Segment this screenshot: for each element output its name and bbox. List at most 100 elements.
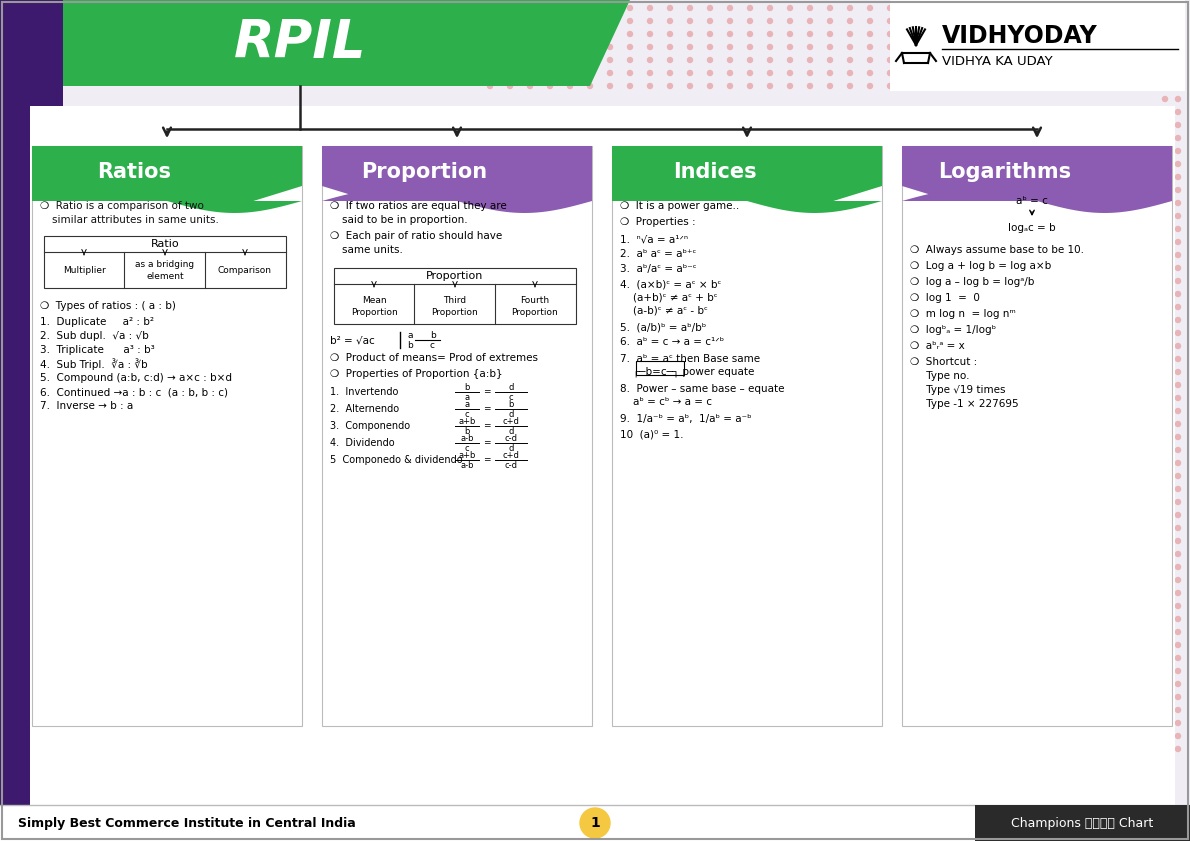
Text: =: = bbox=[483, 438, 490, 447]
Circle shape bbox=[868, 19, 872, 24]
Circle shape bbox=[688, 83, 693, 88]
Circle shape bbox=[1176, 97, 1180, 102]
Circle shape bbox=[1008, 83, 1013, 88]
Text: VIDHYA KA UDAY: VIDHYA KA UDAY bbox=[790, 189, 843, 194]
Text: Fourth: Fourth bbox=[520, 295, 550, 304]
Circle shape bbox=[1176, 578, 1180, 583]
Text: VIDHYODAY: VIDHYODAY bbox=[234, 430, 294, 438]
Text: ❍  Product of means= Prod of extremes: ❍ Product of means= Prod of extremes bbox=[330, 353, 538, 363]
Circle shape bbox=[927, 6, 933, 10]
Text: VIDHYODAY: VIDHYODAY bbox=[50, 579, 109, 588]
Text: VIDHYA KA UDAY: VIDHYA KA UDAY bbox=[50, 156, 102, 161]
Text: c: c bbox=[464, 443, 469, 452]
Text: VIDHYA KA UDAY: VIDHYA KA UDAY bbox=[420, 479, 472, 484]
Text: VIDHYODAY: VIDHYODAY bbox=[420, 467, 480, 475]
Circle shape bbox=[488, 71, 493, 76]
Circle shape bbox=[488, 45, 493, 50]
Text: VIDHYODAY: VIDHYODAY bbox=[234, 579, 294, 588]
Circle shape bbox=[908, 31, 913, 36]
Text: VIDHYA KA UDAY: VIDHYA KA UDAY bbox=[50, 406, 102, 411]
Circle shape bbox=[647, 57, 652, 62]
Text: VIDHYODAY: VIDHYODAY bbox=[605, 282, 664, 290]
Circle shape bbox=[1176, 278, 1180, 283]
Circle shape bbox=[1176, 19, 1180, 24]
Circle shape bbox=[1067, 45, 1072, 50]
Text: VIDHYODAY: VIDHYODAY bbox=[50, 246, 109, 256]
Circle shape bbox=[808, 31, 813, 36]
Circle shape bbox=[768, 6, 772, 10]
Text: b² = √ac: b² = √ac bbox=[330, 335, 375, 345]
Circle shape bbox=[847, 31, 852, 36]
Circle shape bbox=[1047, 83, 1052, 88]
Text: as a bridging: as a bridging bbox=[136, 260, 194, 268]
Text: ❍  Ratio is a comparison of two: ❍ Ratio is a comparison of two bbox=[40, 201, 203, 211]
Text: VIDHYODAY: VIDHYODAY bbox=[605, 357, 664, 366]
Circle shape bbox=[507, 45, 513, 50]
Circle shape bbox=[688, 45, 693, 50]
Text: Proportion: Proportion bbox=[351, 308, 397, 316]
Circle shape bbox=[1088, 6, 1092, 10]
Circle shape bbox=[488, 31, 493, 36]
Circle shape bbox=[1163, 188, 1167, 193]
Text: same units.: same units. bbox=[342, 245, 403, 255]
Text: VIDHYODAY: VIDHYODAY bbox=[605, 319, 664, 327]
Circle shape bbox=[788, 6, 793, 10]
Text: VIDHYODAY: VIDHYODAY bbox=[50, 723, 109, 733]
Text: VIDHYA KA UDAY: VIDHYA KA UDAY bbox=[605, 406, 658, 411]
Text: VIDHYA KA UDAY: VIDHYA KA UDAY bbox=[975, 737, 1027, 742]
Circle shape bbox=[1163, 278, 1167, 283]
Circle shape bbox=[647, 45, 652, 50]
Text: VIDHYA KA UDAY: VIDHYA KA UDAY bbox=[605, 770, 658, 775]
Circle shape bbox=[1176, 564, 1180, 569]
Text: ❍  logᵇₐ = 1/logᵇ: ❍ logᵇₐ = 1/logᵇ bbox=[910, 325, 996, 335]
Text: VIDHYA KA UDAY: VIDHYA KA UDAY bbox=[975, 369, 1027, 374]
Bar bbox=[322, 146, 591, 726]
Circle shape bbox=[527, 57, 532, 62]
Circle shape bbox=[608, 45, 613, 50]
Circle shape bbox=[1163, 318, 1167, 322]
Bar bbox=[0, 805, 1190, 841]
Text: VIDHYA KA UDAY: VIDHYA KA UDAY bbox=[975, 294, 1027, 299]
Text: b: b bbox=[430, 331, 436, 340]
Circle shape bbox=[727, 57, 733, 62]
Text: VIDHYODAY: VIDHYODAY bbox=[975, 246, 1034, 256]
Circle shape bbox=[527, 31, 532, 36]
Circle shape bbox=[727, 45, 733, 50]
Text: 1.  ⁿ√a = a¹ᐟⁿ: 1. ⁿ√a = a¹ᐟⁿ bbox=[620, 234, 688, 244]
Text: Proportion: Proportion bbox=[512, 308, 558, 316]
Text: b: b bbox=[464, 383, 470, 392]
Text: d: d bbox=[508, 383, 514, 392]
Circle shape bbox=[627, 57, 633, 62]
Circle shape bbox=[568, 6, 572, 10]
Circle shape bbox=[1163, 707, 1167, 712]
Text: a: a bbox=[407, 331, 413, 340]
Circle shape bbox=[507, 71, 513, 76]
Circle shape bbox=[708, 19, 713, 24]
Text: VIDHYODAY: VIDHYODAY bbox=[234, 282, 294, 290]
Text: a-b: a-b bbox=[461, 433, 474, 442]
Text: VIDHYA KA UDAY: VIDHYA KA UDAY bbox=[790, 737, 843, 742]
Circle shape bbox=[1176, 435, 1180, 440]
Circle shape bbox=[507, 31, 513, 36]
Text: VIDHYA KA UDAY: VIDHYA KA UDAY bbox=[234, 770, 288, 775]
Text: VIDHYA KA UDAY: VIDHYA KA UDAY bbox=[605, 737, 658, 742]
Text: ❍  Properties :: ❍ Properties : bbox=[620, 217, 696, 227]
Circle shape bbox=[1176, 292, 1180, 297]
Circle shape bbox=[1176, 45, 1180, 50]
Circle shape bbox=[1027, 83, 1033, 88]
Text: VIDHYA KA UDAY: VIDHYA KA UDAY bbox=[605, 628, 658, 633]
Circle shape bbox=[1088, 31, 1092, 36]
Text: VIDHYA KA UDAY: VIDHYA KA UDAY bbox=[420, 665, 472, 670]
Text: VIDHYODAY: VIDHYODAY bbox=[50, 177, 109, 186]
Circle shape bbox=[1127, 45, 1133, 50]
Text: VIDHYODAY: VIDHYODAY bbox=[790, 504, 850, 512]
Bar bbox=[902, 146, 1172, 726]
Circle shape bbox=[668, 19, 672, 24]
Circle shape bbox=[808, 45, 813, 50]
Circle shape bbox=[967, 45, 972, 50]
Text: VIDHYA KA UDAY: VIDHYA KA UDAY bbox=[420, 225, 472, 230]
Circle shape bbox=[1027, 19, 1033, 24]
Circle shape bbox=[747, 6, 752, 10]
Circle shape bbox=[1176, 395, 1180, 400]
Text: VIDHYODAY: VIDHYODAY bbox=[234, 653, 294, 662]
